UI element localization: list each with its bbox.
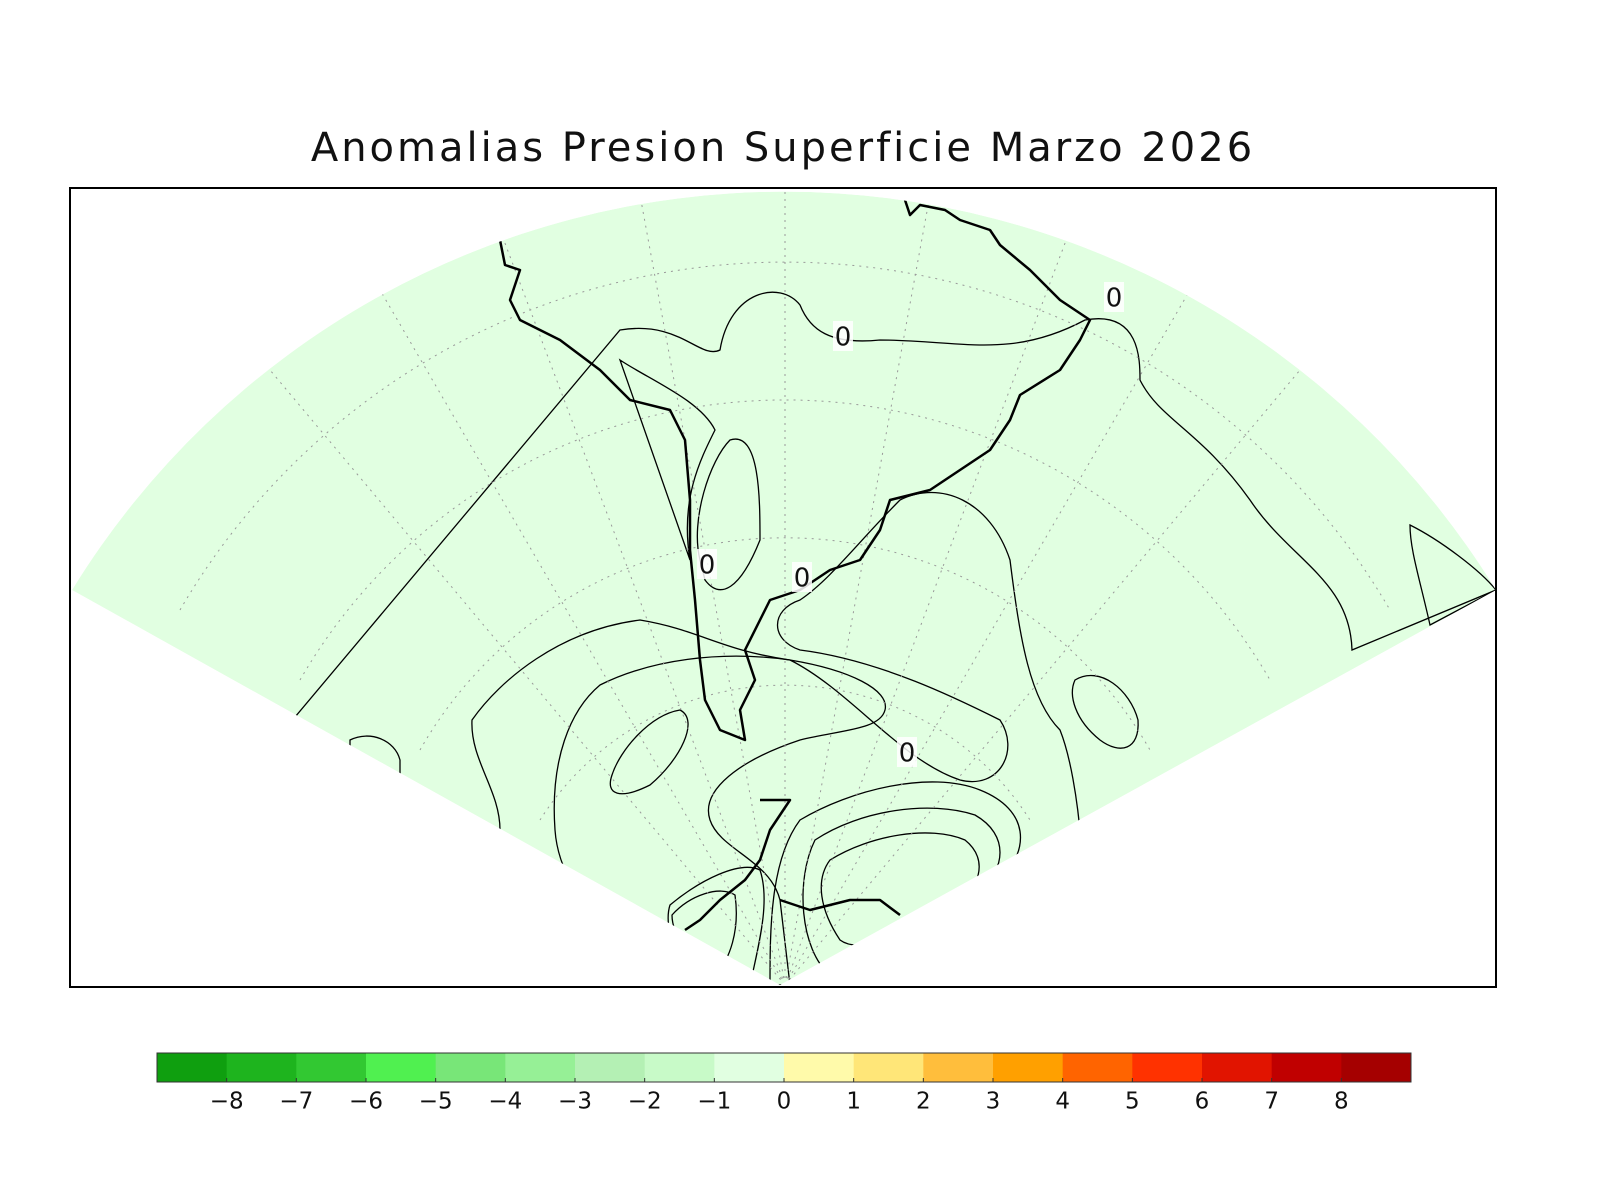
contour-label: 0: [835, 323, 852, 353]
contour-label-bg: [792, 562, 812, 592]
colorbar-box: [575, 1053, 646, 1082]
colorbar-tick-label: −3: [558, 1089, 592, 1115]
contour-label-bg: [1104, 282, 1124, 312]
colorbar-tick-label: −5: [419, 1089, 453, 1115]
colorbar-box: [366, 1053, 437, 1082]
contour-label: 0: [1106, 284, 1123, 314]
colorbar-tick-label: −1: [697, 1089, 731, 1115]
contour-label: 0: [794, 564, 811, 594]
colorbar-tick-label: 2: [916, 1089, 931, 1115]
colorbar-tick-label: −2: [628, 1089, 662, 1115]
colorbar-tick-label: 4: [1055, 1089, 1070, 1115]
colorbar-tick-label: 0: [777, 1089, 792, 1115]
colorbar: −8 −7 −6 −5 −4 −3 −2 −1 0 1 2 3 4 5 6 7 8: [156, 1052, 1412, 1115]
colorbar-tick-label: −8: [210, 1089, 244, 1115]
contour-label: 0: [699, 551, 716, 581]
colorbar-box: [296, 1053, 367, 1082]
colorbar-box: [1062, 1053, 1133, 1082]
contour-label-bg: [833, 321, 853, 351]
colorbar-tick-label: 5: [1125, 1089, 1140, 1115]
colorbar-tick-label: 7: [1264, 1089, 1279, 1115]
colorbar-box: [644, 1053, 715, 1082]
map-field: [72, 191, 1496, 985]
colorbar-box: [157, 1053, 228, 1082]
map-frame: [69, 187, 1497, 988]
colorbar-box: [226, 1053, 297, 1082]
colorbar-box: [1132, 1053, 1203, 1082]
colorbar-tick-label: −7: [279, 1089, 313, 1115]
colorbar-box: [1341, 1053, 1412, 1082]
colorbar-tick-label: 3: [986, 1089, 1001, 1115]
colorbar-box: [993, 1053, 1064, 1082]
colorbar-tick-label: 1: [846, 1089, 861, 1115]
contour-label-bg: [897, 737, 917, 767]
colorbar-tick-label: −4: [488, 1089, 522, 1115]
colorbar-box: [435, 1053, 506, 1082]
colorbar-tick-label: −6: [349, 1089, 383, 1115]
colorbar-tick-label: 6: [1195, 1089, 1210, 1115]
contour-label-bg: [697, 549, 717, 579]
colorbar-box: [784, 1053, 855, 1082]
contour-label: 0: [899, 739, 916, 769]
map-title: Anomalias Presion Superficie Marzo 2026: [311, 125, 1255, 171]
colorbar-box: [505, 1053, 576, 1082]
colorbar-box: [1271, 1053, 1342, 1082]
colorbar-box: [923, 1053, 994, 1082]
colorbar-box: [714, 1053, 785, 1082]
colorbar-box: [853, 1053, 924, 1082]
colorbar-box: [1202, 1053, 1273, 1082]
colorbar-tick-label: 8: [1334, 1089, 1349, 1115]
